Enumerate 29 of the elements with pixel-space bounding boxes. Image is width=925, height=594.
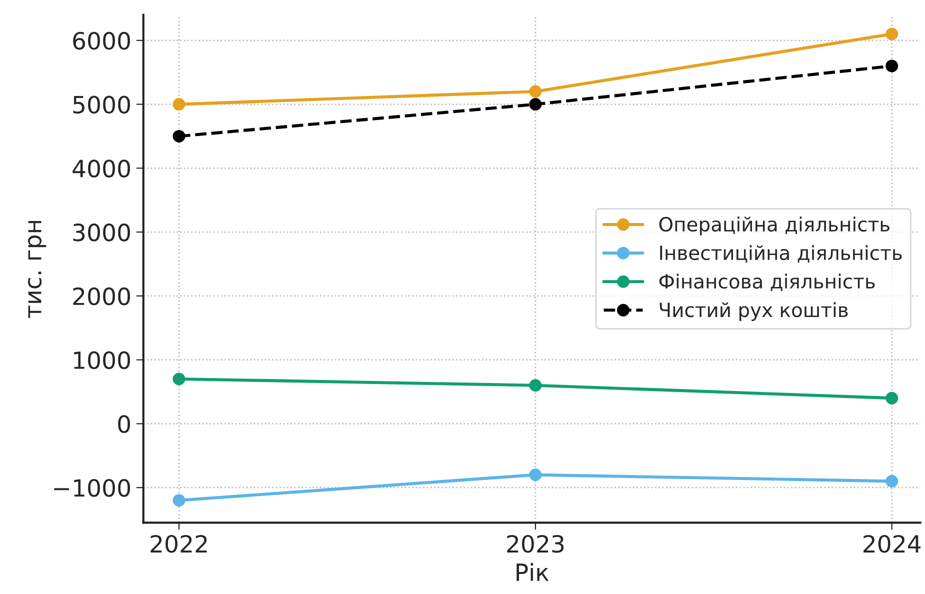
legend-label: Чистий рух коштів bbox=[660, 302, 848, 322]
y-tick-label: 5000 bbox=[73, 96, 130, 114]
point bbox=[886, 60, 898, 72]
point bbox=[529, 85, 542, 98]
y-tick-label: −1000 bbox=[54, 479, 130, 497]
y-tick-label: 2000 bbox=[73, 287, 130, 306]
legend-label: Фінансова діяльність bbox=[659, 274, 875, 292]
point bbox=[886, 392, 898, 404]
point bbox=[172, 372, 186, 386]
point bbox=[172, 98, 186, 111]
point bbox=[886, 28, 898, 40]
point bbox=[529, 98, 542, 111]
y-tick-label: 1000 bbox=[74, 351, 130, 370]
x-tick-label: 2024 bbox=[864, 534, 921, 553]
point bbox=[529, 379, 542, 392]
y-axis-title: тис. грн bbox=[28, 220, 46, 318]
point bbox=[529, 468, 542, 482]
x-axis-title: Рік bbox=[516, 562, 549, 581]
y-tick-label: 4000 bbox=[72, 160, 130, 178]
y-tick-label: 0 bbox=[118, 415, 130, 434]
point bbox=[886, 474, 898, 488]
legend-label: Інвестиційна діяльність bbox=[660, 245, 902, 263]
legend-label: Операційна діяльність bbox=[659, 216, 890, 236]
point bbox=[172, 494, 186, 507]
y-tick-label: 6000 bbox=[73, 32, 130, 50]
x-tick-label: 2022 bbox=[150, 534, 207, 553]
y-tick-label: 3000 bbox=[73, 224, 130, 242]
x-tick-label: 2023 bbox=[507, 534, 564, 553]
point bbox=[172, 130, 186, 142]
